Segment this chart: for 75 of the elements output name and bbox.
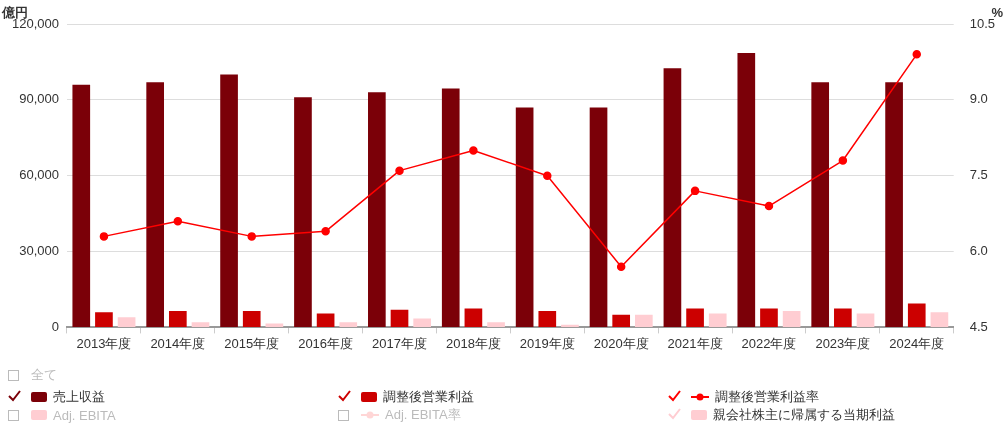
point — [247, 232, 256, 241]
point — [469, 146, 478, 155]
legend-label: 調整後営業利益 — [383, 388, 474, 406]
bar — [220, 74, 238, 327]
point — [321, 227, 330, 236]
point — [690, 186, 700, 196]
y2-tick-label: 6.0 — [969, 243, 988, 259]
bar — [930, 312, 949, 327]
bar — [663, 68, 682, 327]
legend-label: Adj. EBITA — [53, 407, 116, 423]
point — [173, 216, 183, 226]
x-tick-label: 2020年度 — [593, 335, 649, 351]
bar — [117, 317, 136, 327]
bar — [811, 82, 830, 327]
bar — [612, 314, 631, 327]
x-tick-label: 2019年度 — [519, 335, 575, 351]
y2-tick-label: 7.5 — [969, 167, 988, 183]
bar — [191, 322, 210, 327]
bar — [760, 308, 778, 327]
x-tick-label: 2023年度 — [815, 335, 871, 351]
x-tick-label: 2022年度 — [741, 335, 797, 351]
x-tick-label: 2024年度 — [889, 335, 945, 351]
bar — [390, 309, 409, 327]
y2-tick-label: 4.5 — [969, 318, 988, 334]
point — [838, 156, 848, 165]
bar — [146, 82, 165, 327]
bar — [737, 53, 756, 327]
bar — [589, 107, 608, 327]
y-tick-label: 0 — [51, 318, 59, 334]
point — [764, 201, 774, 211]
point — [616, 262, 626, 271]
bar — [856, 313, 875, 327]
point — [543, 171, 552, 180]
bar — [635, 314, 653, 327]
bar — [515, 107, 534, 327]
point — [395, 166, 404, 175]
bar — [686, 308, 704, 327]
bar — [487, 322, 505, 327]
bar — [168, 310, 187, 327]
x-tick-label: 2018年度 — [445, 335, 501, 351]
bar — [834, 308, 852, 327]
bar — [441, 88, 460, 327]
bar — [95, 312, 113, 327]
bar — [316, 313, 335, 327]
text: 全て — [31, 366, 57, 384]
y-tick-label: 30,000 — [19, 243, 59, 259]
legend-label: Adj. EBITA率 — [385, 406, 461, 424]
bar — [368, 92, 386, 327]
bar — [708, 313, 727, 327]
bar — [339, 322, 358, 327]
point — [912, 50, 921, 59]
point — [99, 232, 109, 241]
bar — [538, 310, 557, 327]
x-tick-label: 2015年度 — [224, 335, 280, 351]
bar — [72, 84, 91, 327]
y-tick-label: 90,000 — [19, 91, 59, 107]
y2-tick-label: 9.0 — [969, 91, 988, 107]
x-tick-label: 2021年度 — [667, 335, 723, 351]
bar — [464, 308, 483, 327]
y-tick-label: 60,000 — [19, 167, 59, 183]
legend-label: 調整後営業利益率 — [715, 388, 819, 406]
bar — [294, 97, 312, 327]
bar — [413, 318, 431, 327]
bar — [885, 82, 903, 327]
x-tick-label: 2014年度 — [150, 335, 206, 351]
x-tick-label: 2016年度 — [298, 335, 354, 351]
bar — [782, 310, 801, 327]
x-tick-label: 2017年度 — [372, 335, 427, 351]
bar — [242, 310, 261, 327]
x-tick-label: 2013年度 — [76, 335, 132, 351]
y2-axis-title: % — [991, 5, 1004, 21]
legend-label: 売上収益 — [53, 388, 105, 406]
legend-label: 親会社株主に帰属する当期利益 — [713, 406, 895, 424]
bar — [907, 303, 926, 327]
bar — [561, 324, 579, 327]
